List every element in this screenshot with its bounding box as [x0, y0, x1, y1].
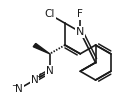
Text: +: + [36, 72, 43, 81]
Text: N: N [31, 75, 38, 85]
Polygon shape [33, 43, 50, 54]
Text: N: N [15, 84, 23, 94]
Text: −: − [11, 81, 18, 90]
Text: Cl: Cl [45, 10, 55, 19]
Text: F: F [77, 10, 83, 19]
Text: N: N [46, 66, 54, 76]
Text: N: N [76, 27, 84, 37]
